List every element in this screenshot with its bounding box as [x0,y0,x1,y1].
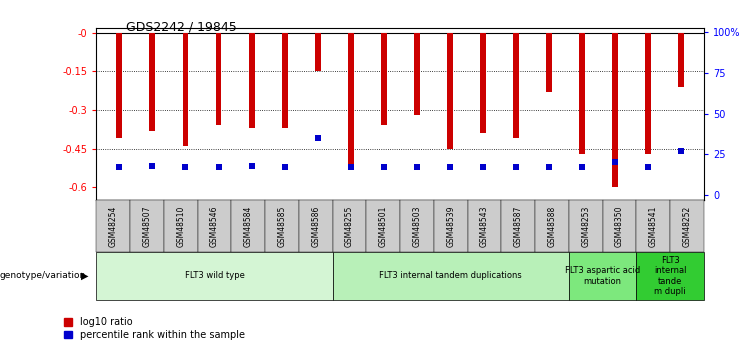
Text: GSM48546: GSM48546 [210,205,219,247]
Bar [612,33,618,187]
Text: FLT3 aspartic acid
mutation: FLT3 aspartic acid mutation [565,266,640,286]
Bar [579,33,585,154]
Bar [315,33,321,71]
Text: GSM48507: GSM48507 [142,205,151,247]
Text: GSM48252: GSM48252 [682,205,691,247]
Bar [513,33,519,138]
Text: GSM48539: GSM48539 [446,205,455,247]
Text: GSM48254: GSM48254 [109,205,118,247]
Text: GSM48541: GSM48541 [649,205,658,247]
Text: GSM48543: GSM48543 [480,205,489,247]
Bar [479,33,485,133]
Text: GDS2242 / 19845: GDS2242 / 19845 [126,21,236,34]
Bar [216,33,222,126]
Text: ▶: ▶ [82,271,89,281]
Bar [546,33,552,92]
Bar [116,33,122,138]
Text: GSM48350: GSM48350 [615,205,624,247]
Text: GSM48586: GSM48586 [311,205,320,247]
Bar [645,33,651,154]
Text: GSM48501: GSM48501 [379,205,388,247]
Bar [678,33,684,87]
Text: GSM48503: GSM48503 [413,205,422,247]
Text: FLT3 wild type: FLT3 wild type [185,272,245,280]
Bar [447,33,453,149]
Legend: log10 ratio, percentile rank within the sample: log10 ratio, percentile rank within the … [64,317,245,340]
Text: FLT3 internal tandem duplications: FLT3 internal tandem duplications [379,272,522,280]
Bar [348,33,353,164]
Bar [150,33,156,131]
Text: GSM48585: GSM48585 [277,205,287,247]
Bar [282,33,288,128]
Text: FLT3
internal
tande
m dupli: FLT3 internal tande m dupli [654,256,686,296]
Bar [413,33,419,115]
Bar [182,33,188,146]
Text: GSM48588: GSM48588 [548,205,556,247]
Text: GSM48587: GSM48587 [514,205,523,247]
Bar [248,33,254,128]
Text: GSM48255: GSM48255 [345,205,354,247]
Text: GSM48253: GSM48253 [581,205,591,247]
Text: GSM48584: GSM48584 [244,205,253,247]
Bar [381,33,387,126]
Text: genotype/variation: genotype/variation [0,272,86,280]
Text: GSM48510: GSM48510 [176,205,185,247]
